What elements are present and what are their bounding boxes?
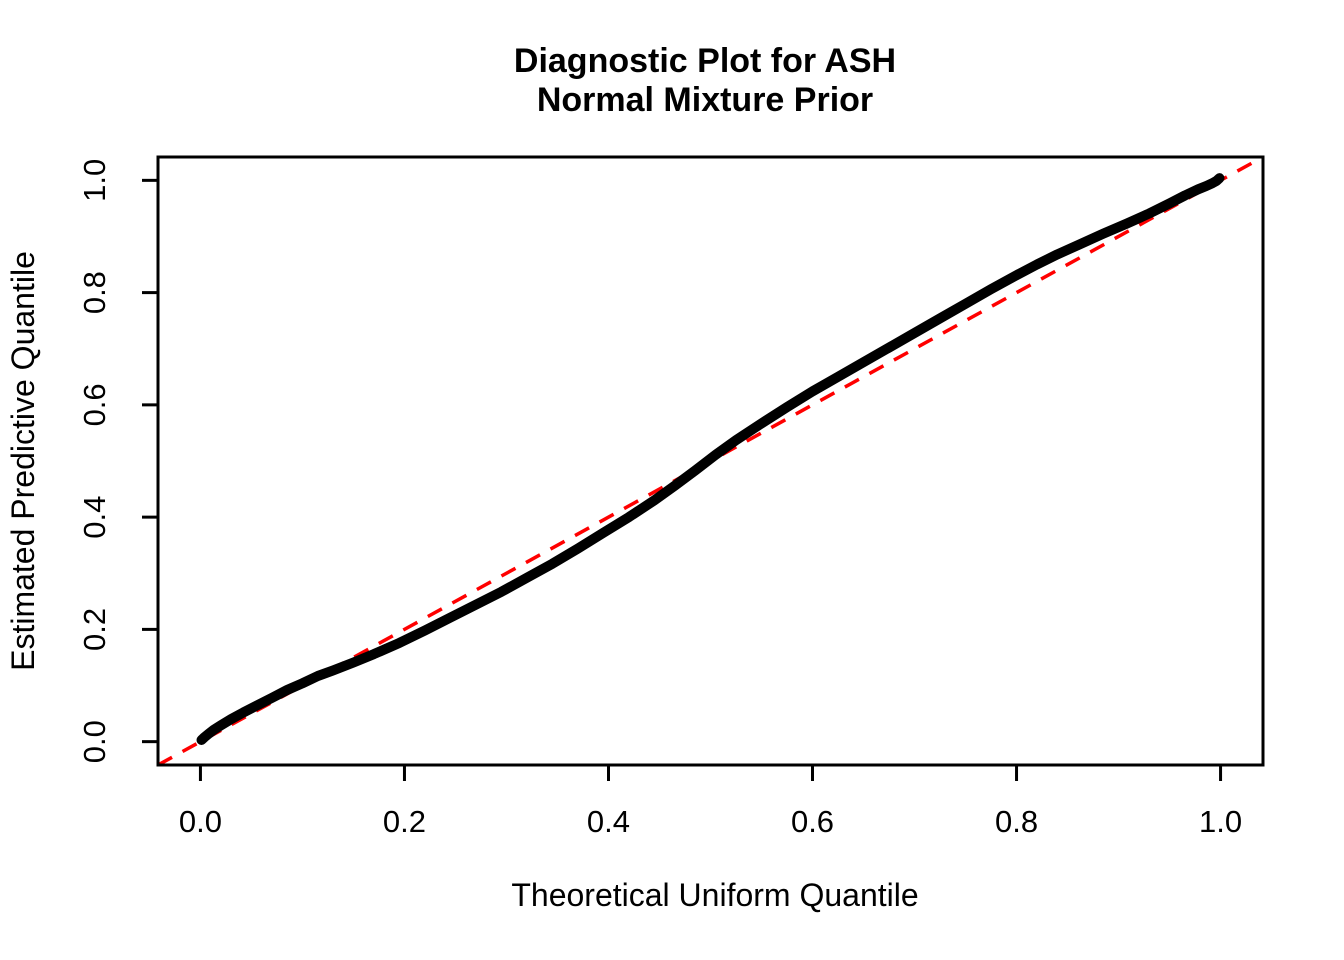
x-tick-label: 0.0 [179,804,222,839]
y-axis-ticks [142,178,158,744]
x-tick-label: 0.6 [791,804,834,839]
y-tick-label: 0.6 [77,383,112,426]
y-tick-label: 0.4 [77,496,112,539]
x-axis-ticks [198,765,1223,781]
qq-curve [196,173,1225,745]
x-axis-tick-labels: 0.0 0.2 0.4 0.6 0.8 1.0 [179,804,1242,839]
y-tick-label: 0.2 [77,608,112,651]
x-tick-label: 0.2 [383,804,426,839]
y-tick-label: 1.0 [77,159,112,202]
plot-box [156,155,1265,767]
qq-curve-layer [196,173,1225,745]
x-tick-label: 0.4 [587,804,630,839]
y-tick-label: 0.8 [77,271,112,314]
x-tick-label: 0.8 [995,804,1038,839]
y-tick-label: 0.0 [77,720,112,763]
x-axis-title: Theoretical Uniform Quantile [511,877,918,913]
y-axis-tick-labels: 0.0 0.2 0.4 0.6 0.8 1.0 [77,159,112,763]
x-tick-label: 1.0 [1199,804,1242,839]
plot-title-line2: Normal Mixture Prior [537,81,873,119]
plot-title-line1: Diagnostic Plot for ASH [514,42,896,80]
y-axis-title: Estimated Predictive Quantile [5,251,41,671]
